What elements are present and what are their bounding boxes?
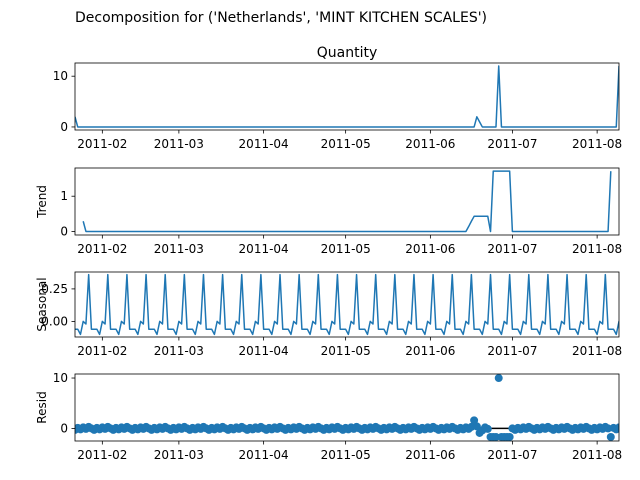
xtick-label: 2011-04 bbox=[239, 137, 289, 151]
xtick-label: 2011-02 bbox=[77, 344, 127, 358]
xtick-label: 2011-07 bbox=[487, 344, 537, 358]
resid-point bbox=[494, 374, 503, 383]
ylabel-seasonal: Seasonal bbox=[35, 277, 49, 331]
xtick-label: 2011-02 bbox=[77, 448, 127, 462]
resid-point bbox=[470, 416, 479, 425]
ytick-label: 0.25 bbox=[41, 282, 68, 296]
xtick-label: 2011-08 bbox=[572, 137, 622, 151]
xtick-label: 2011-05 bbox=[321, 344, 371, 358]
resid-point bbox=[615, 423, 619, 432]
xtick-label: 2011-06 bbox=[405, 448, 455, 462]
xtick-label: 2011-04 bbox=[239, 448, 289, 462]
axes-frame-observed bbox=[74, 62, 620, 131]
resid-point bbox=[505, 432, 514, 441]
xtick-label: 2011-02 bbox=[77, 242, 127, 256]
xtick-label: 2011-06 bbox=[405, 137, 455, 151]
xtick-label: 2011-08 bbox=[572, 448, 622, 462]
figure-suptitle: Decomposition for ('Netherlands', 'MINT … bbox=[75, 10, 487, 26]
xtick-label: 2011-05 bbox=[321, 242, 371, 256]
xtick-label: 2011-06 bbox=[405, 242, 455, 256]
xtick-label: 2011-03 bbox=[154, 242, 204, 256]
axes-frame-seasonal bbox=[74, 271, 620, 338]
ytick-label: 0 bbox=[60, 120, 68, 134]
series-line-seasonal bbox=[75, 273, 619, 336]
xtick-label: 2011-08 bbox=[572, 344, 622, 358]
panel-observed: 0 10 2011-02 2011-03 2011-04 2011-05 2011-06 20… bbox=[53, 45, 622, 151]
ytick-label: 0 bbox=[60, 421, 68, 435]
xtick-label: 2011-04 bbox=[239, 242, 289, 256]
xtick-label: 2011-02 bbox=[77, 137, 127, 151]
series-line-observed bbox=[75, 65, 619, 128]
series-line-trend bbox=[82, 170, 612, 233]
resid-point bbox=[483, 424, 492, 433]
ytick-label: 1 bbox=[60, 189, 68, 203]
xtick-label: 2011-07 bbox=[487, 448, 537, 462]
axes-frame-trend bbox=[74, 167, 620, 236]
ytick-label: 0 bbox=[60, 224, 68, 238]
xtick-label: 2011-04 bbox=[239, 344, 289, 358]
xtick-label: 2011-07 bbox=[487, 137, 537, 151]
ytick-label: 0.00 bbox=[41, 314, 68, 328]
xtick-label: 2011-08 bbox=[572, 242, 622, 256]
panel-trend: 0 1 2011-02 2011-03 2011-04 2011-05 2011-06 201… bbox=[35, 167, 622, 256]
xtick-label: 2011-07 bbox=[487, 242, 537, 256]
axes-frame-resid bbox=[74, 373, 620, 442]
xtick-label: 2011-06 bbox=[405, 344, 455, 358]
xtick-label: 2011-05 bbox=[321, 137, 371, 151]
ylabel-trend: Trend bbox=[35, 185, 49, 219]
resid-points bbox=[75, 374, 619, 441]
ytick-label: 10 bbox=[53, 69, 68, 83]
xtick-label: 2011-03 bbox=[154, 344, 204, 358]
xtick-label: 2011-05 bbox=[321, 448, 371, 462]
panel-resid: 0 10 2011-02 2011-03 2011-04 2011-05 2011-06 20… bbox=[35, 371, 622, 462]
resid-point bbox=[491, 432, 500, 441]
resid-point bbox=[472, 422, 481, 431]
panel-title: Quantity bbox=[317, 45, 378, 61]
xtick-label: 2011-03 bbox=[154, 137, 204, 151]
resid-point bbox=[606, 432, 615, 441]
xtick-label: 2011-03 bbox=[154, 448, 204, 462]
ytick-label: 10 bbox=[53, 371, 68, 385]
ylabel-resid: Resid bbox=[35, 391, 49, 423]
panel-seasonal: 0.25 0.00 2011-02 2011-03 2011-04 2011-05 2011… bbox=[35, 271, 622, 358]
